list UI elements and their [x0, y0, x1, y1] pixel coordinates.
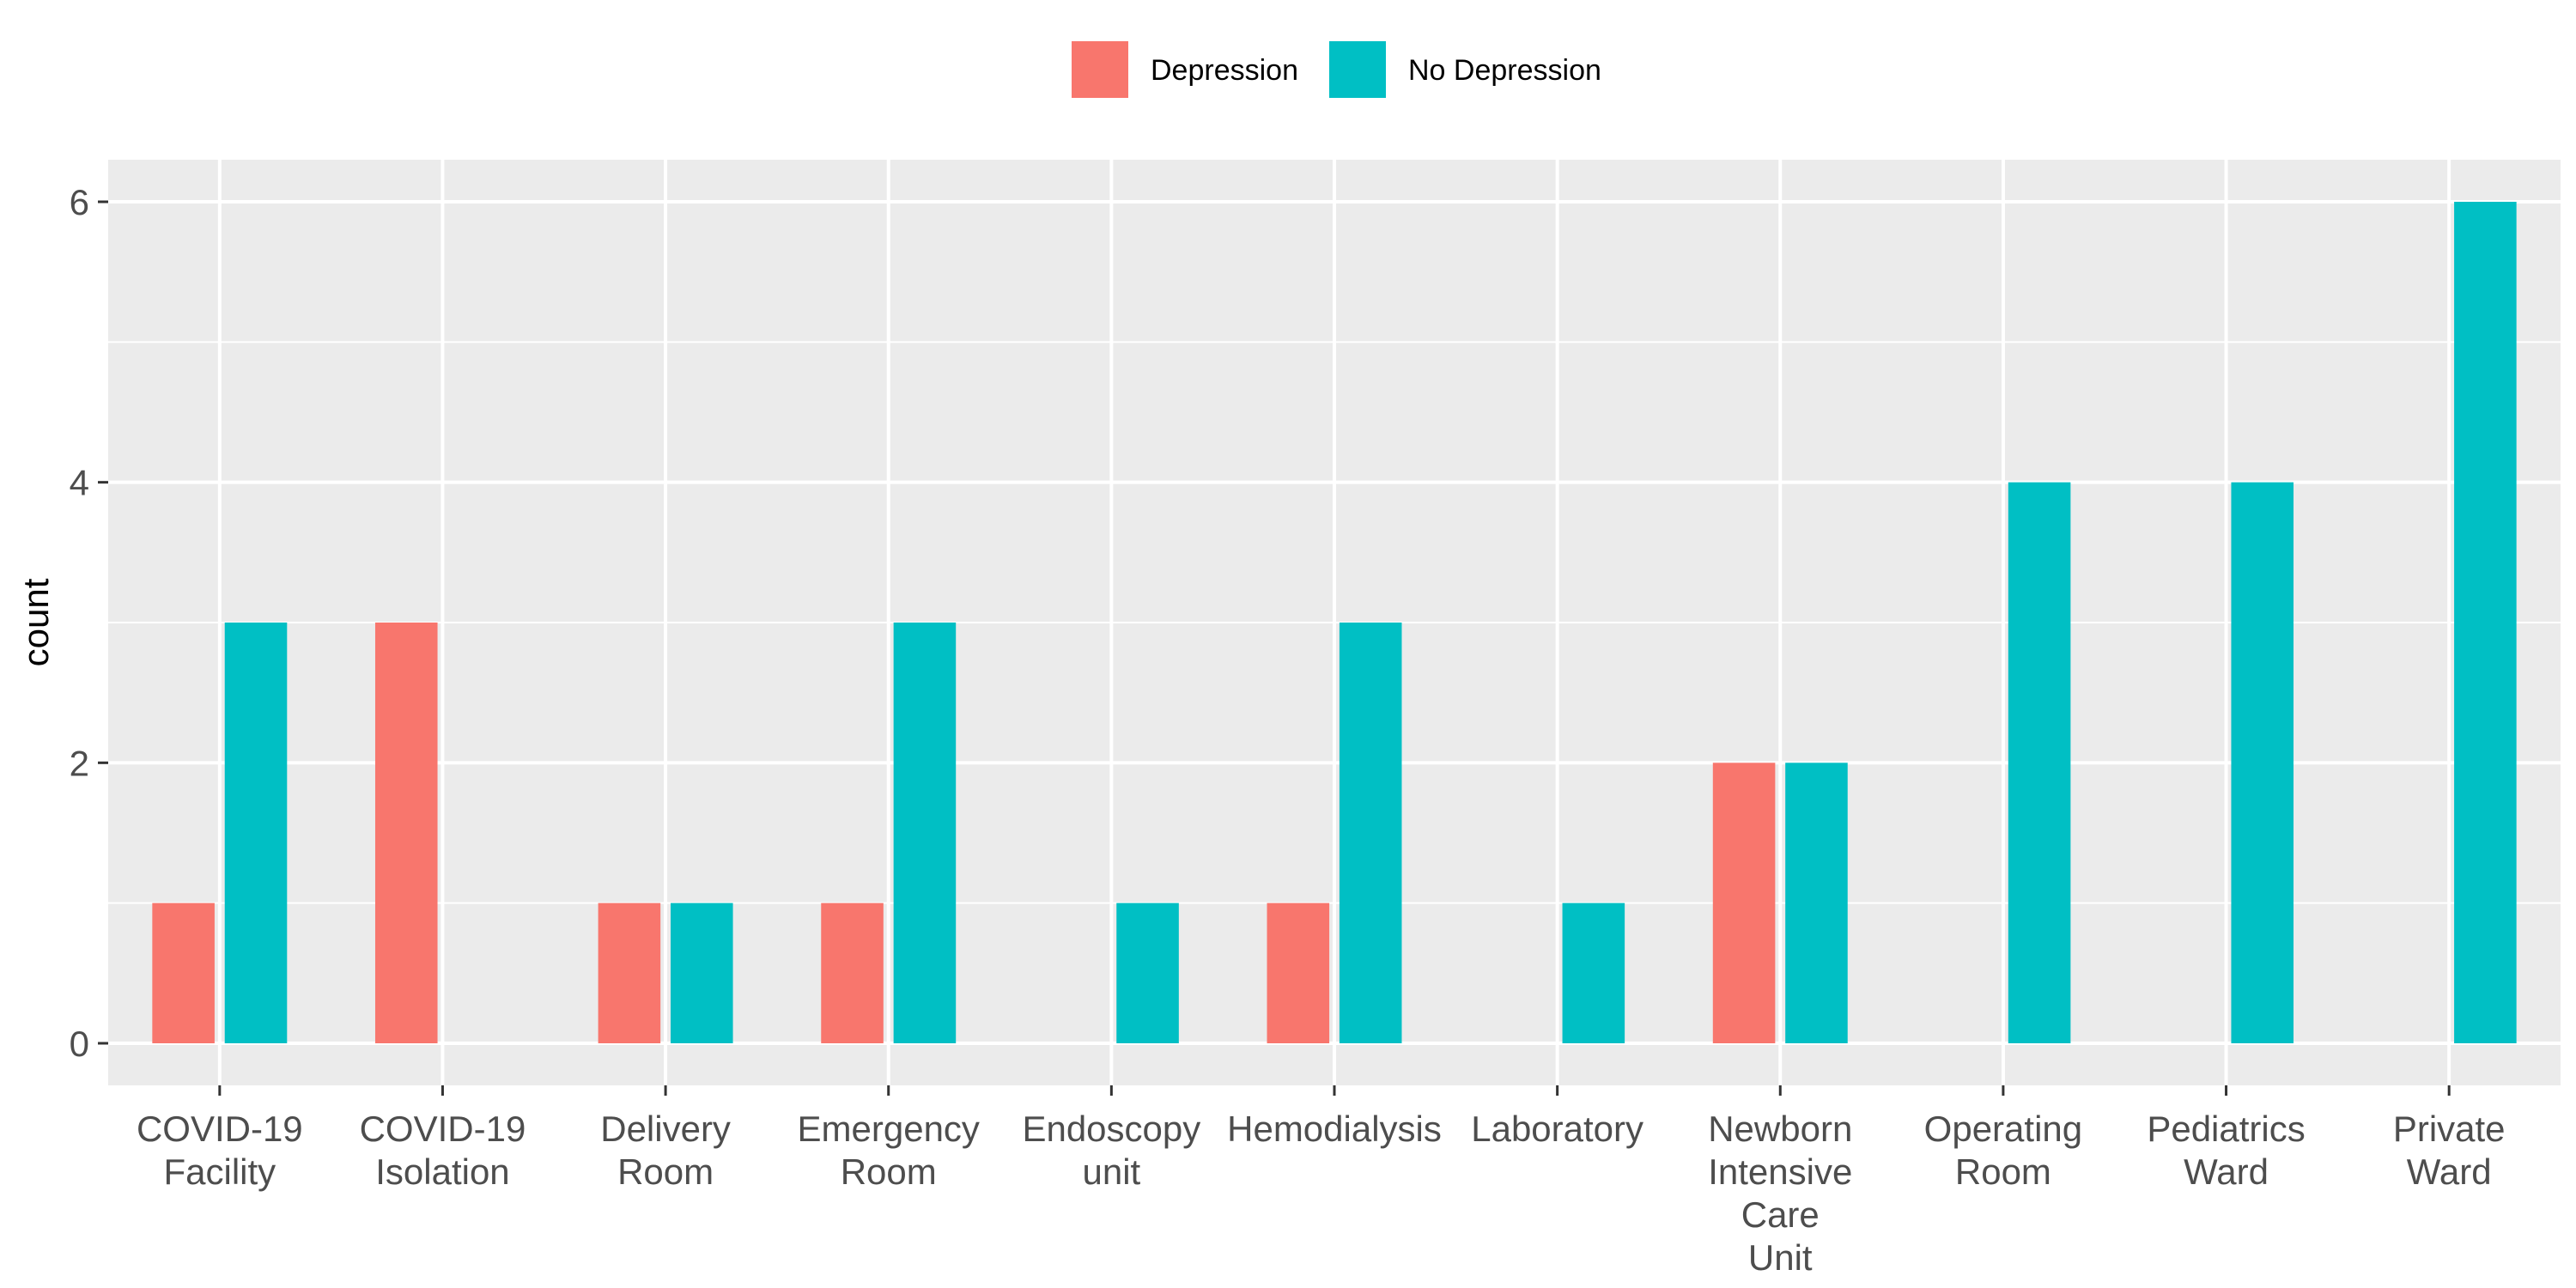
- x-tick-label: Isolation: [375, 1151, 509, 1192]
- legend-label: Depression: [1151, 54, 1298, 87]
- x-tick-label: COVID-19: [137, 1109, 303, 1149]
- y-tick-label: 4: [70, 463, 89, 503]
- bar-depression: [598, 902, 661, 1043]
- y-tick-label: 0: [70, 1024, 89, 1064]
- bar-no-depression: [670, 902, 733, 1043]
- bar-no-depression: [1562, 902, 1625, 1043]
- x-tick-label: Ward: [2184, 1151, 2269, 1192]
- x-tick-label: Facility: [163, 1151, 276, 1192]
- x-tick-label: Endoscopy: [1022, 1109, 1200, 1149]
- y-tick-label: 2: [70, 743, 89, 783]
- bar-depression: [821, 902, 884, 1043]
- bar-no-depression: [2454, 202, 2517, 1043]
- y-axis: 0 2 4 6: [70, 182, 108, 1064]
- gridlines: [108, 160, 2561, 1085]
- y-tick-label: 6: [70, 182, 89, 222]
- x-tick-label: Operating: [1924, 1109, 2082, 1149]
- x-tick-label: Intensive: [1708, 1151, 1852, 1192]
- bars: [152, 202, 2517, 1043]
- x-tick-label: Room: [1955, 1151, 2051, 1192]
- x-tick-label: Delivery: [600, 1109, 731, 1149]
- x-tick-label: Room: [617, 1151, 714, 1192]
- y-axis-title: count: [15, 578, 56, 666]
- bar-no-depression: [224, 623, 288, 1043]
- x-tick-label: Newborn: [1708, 1109, 1852, 1149]
- bar-no-depression: [1116, 902, 1179, 1043]
- x-tick-label: Pediatrics: [2147, 1109, 2305, 1149]
- x-tick-label: Emergency: [798, 1109, 980, 1149]
- x-tick-label: unit: [1083, 1151, 1141, 1192]
- bar-depression: [152, 902, 215, 1043]
- legend-label: No Depression: [1408, 54, 1601, 87]
- legend: Depression No Depression: [1072, 41, 1601, 98]
- x-tick-label: COVID-19: [360, 1109, 526, 1149]
- legend-key-no-depression: [1329, 41, 1386, 98]
- bar-no-depression: [2231, 482, 2294, 1043]
- bar-depression: [1267, 902, 1330, 1043]
- legend-key-depression: [1072, 41, 1128, 98]
- x-axis: COVID-19FacilityCOVID-19IsolationDeliver…: [137, 1085, 2506, 1278]
- x-tick-label: Laboratory: [1471, 1109, 1643, 1149]
- x-tick-label: Room: [841, 1151, 937, 1192]
- bar-no-depression: [1339, 623, 1402, 1043]
- x-tick-label: Unit: [1748, 1237, 1813, 1278]
- bar-no-depression: [2008, 482, 2071, 1043]
- bar-no-depression: [893, 623, 957, 1043]
- bar-depression: [1712, 762, 1776, 1043]
- x-tick-label: Private: [2393, 1109, 2506, 1149]
- x-tick-label: Care: [1741, 1194, 1820, 1235]
- bar-no-depression: [1785, 762, 1848, 1043]
- bar-depression: [374, 623, 438, 1043]
- x-tick-label: Ward: [2407, 1151, 2492, 1192]
- x-tick-label: Hemodialysis: [1227, 1109, 1442, 1149]
